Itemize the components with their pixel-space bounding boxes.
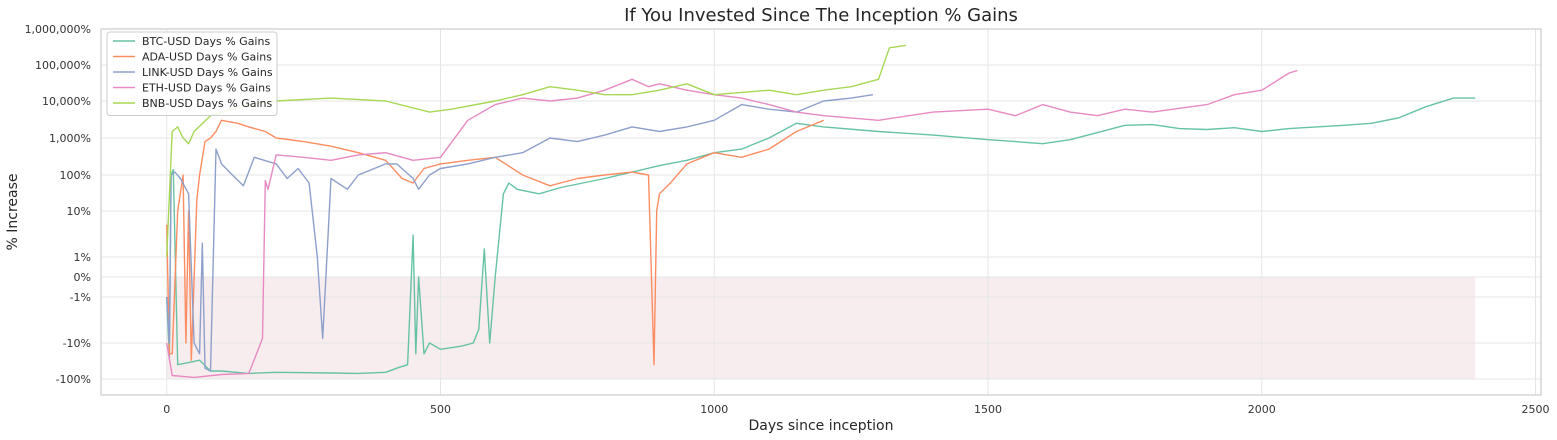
legend-box (106, 31, 278, 116)
y-tick-label: 100,000% (35, 59, 91, 72)
legend-label: ADA-USD Days % Gains (142, 51, 272, 64)
x-tick-label: 2500 (1522, 403, 1550, 416)
series-layer (166, 44, 1476, 379)
legend: BTC-USD Days % Gains ADA-USD Days % Gains… (106, 31, 278, 116)
x-tick-label: 500 (430, 403, 451, 416)
y-axis-ticks: -100% -10% -1% 0% 1% 10% 100% 1,000% 10,000% 100,… (25, 23, 91, 386)
x-axis-ticks: 0 500 1000 1500 2000 2500 (163, 403, 1549, 416)
series-line-link-usd (166, 94, 874, 372)
y-tick-label: 1% (74, 251, 91, 264)
series-line-ada-usd (166, 119, 824, 366)
series-line-bnb-usd (166, 44, 907, 258)
y-axis-title: % Increase (5, 174, 21, 251)
chart-title: If You Invested Since The Inception % Ga… (624, 5, 1018, 26)
plot-border (100, 28, 1542, 396)
legend-label: BTC-USD Days % Gains (142, 35, 270, 48)
legend-label: BNB-USD Days % Gains (142, 97, 272, 110)
y-tick-label: -100% (56, 373, 91, 386)
x-tick-label: 1500 (974, 403, 1002, 416)
x-tick-label: 1000 (700, 403, 728, 416)
y-tick-label: 10,000% (42, 95, 91, 108)
loss-region (166, 277, 1476, 379)
y-tick-label: 0% (74, 271, 91, 284)
legend-label: ETH-USD Days % Gains (142, 82, 271, 95)
x-tick-label: 2000 (1248, 403, 1276, 416)
legend-label: LINK-USD Days % Gains (142, 66, 273, 79)
loss-region-layer (166, 277, 1476, 379)
grid-layer (101, 28, 1541, 395)
y-tick-label: 1,000,000% (25, 23, 91, 36)
x-tick-label: 0 (163, 403, 170, 416)
y-tick-label: 100% (60, 169, 91, 182)
plot-frame (100, 28, 1542, 396)
y-tick-label: -10% (63, 337, 91, 350)
y-tick-label: 10% (67, 205, 91, 218)
series-line-btc-usd (166, 97, 1476, 375)
y-tick-label: 1,000% (49, 132, 91, 145)
y-tick-label: -1% (70, 291, 91, 304)
series-line-eth-usd (166, 69, 1298, 379)
x-axis-title: Days since inception (749, 418, 894, 434)
